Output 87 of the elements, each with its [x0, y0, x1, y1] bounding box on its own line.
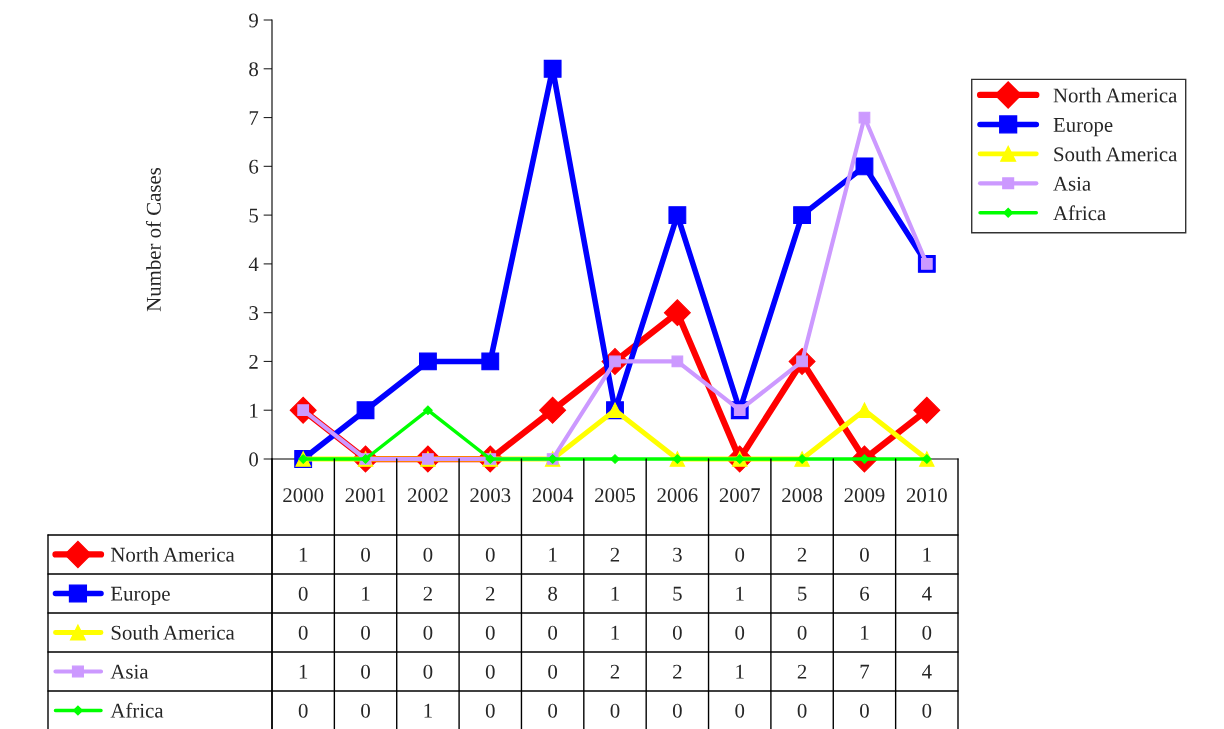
- data-label: 0: [735, 625, 745, 640]
- legend-label: South America: [111, 625, 235, 640]
- legend-label: Africa: [1053, 205, 1106, 221]
- data-label: 2: [610, 664, 620, 679]
- data-label: 1: [362, 586, 370, 601]
- data-label: 0: [361, 625, 370, 640]
- data-label: 0: [548, 664, 558, 679]
- y-tick-label: 7: [249, 111, 259, 125]
- y-tick-label: 1: [250, 403, 258, 418]
- data-label: 0: [797, 703, 807, 718]
- data-label: 2: [797, 547, 807, 562]
- legend-label: Europe: [1053, 118, 1113, 137]
- data-label: 0: [423, 664, 433, 679]
- y-tick-label: 8: [249, 62, 259, 77]
- text: Asia: [110, 664, 149, 679]
- data-label: 2: [797, 664, 807, 679]
- text: Europe: [110, 586, 170, 605]
- x-tick-label: 2006: [657, 488, 698, 503]
- data-label: 0: [485, 547, 495, 562]
- data-label: 2: [423, 586, 432, 601]
- data-label: 0: [672, 625, 682, 640]
- data-label: 0: [548, 703, 558, 718]
- data-label: 1: [549, 547, 557, 562]
- x-tick-label: 2008: [782, 488, 823, 503]
- x-tick-label: 2002: [407, 488, 448, 503]
- data-label: 1: [299, 547, 308, 562]
- data-label: 0: [922, 625, 932, 640]
- data-label: 0: [361, 703, 370, 718]
- data-label: 0: [423, 547, 433, 562]
- x-tick-label: 2010: [906, 488, 947, 503]
- x-tick-label: 2003: [470, 488, 511, 503]
- x-tick-label: 2005: [595, 488, 636, 503]
- y-axis-title: Number of Cases: [145, 167, 161, 312]
- data-label: 0: [485, 625, 495, 640]
- x-tick-label: 2001: [345, 488, 386, 503]
- data-label: 1: [923, 547, 931, 562]
- data-label: 0: [860, 703, 869, 718]
- data-label: 5: [673, 586, 682, 601]
- x-tick-label: 2009: [844, 488, 885, 503]
- data-label: 0: [361, 664, 370, 679]
- data-label: 1: [861, 625, 869, 640]
- data-label: 0: [361, 547, 370, 562]
- x-tick-label: 2004: [532, 488, 574, 503]
- text: South America: [1054, 146, 1178, 162]
- y-tick-label: 4: [248, 257, 259, 272]
- y-tick-label: 2: [249, 354, 258, 369]
- data-label: 0: [485, 703, 495, 718]
- legend-label: Asia: [1053, 176, 1091, 191]
- data-label: 0: [298, 586, 308, 601]
- data-label: 0: [735, 703, 745, 718]
- data-label: 1: [611, 586, 619, 601]
- y-tick-label: 9: [249, 13, 258, 28]
- data-label: 1: [611, 625, 619, 640]
- data-label: 0: [423, 625, 433, 640]
- y-tick-label: 5: [249, 208, 258, 223]
- data-label: 0: [672, 703, 682, 718]
- data-label: 0: [298, 625, 308, 640]
- data-label: 2: [673, 664, 682, 679]
- y-tick-label: 3: [249, 306, 258, 321]
- data-label: 8: [548, 586, 558, 601]
- y-tick-label: 0: [249, 452, 259, 467]
- data-label: 1: [424, 703, 432, 718]
- data-label: 0: [548, 625, 558, 640]
- data-label: 3: [673, 547, 682, 562]
- data-label: 1: [299, 664, 308, 679]
- data-label: 1: [736, 664, 744, 679]
- data-label: 6: [860, 586, 870, 601]
- y-tick-label: 6: [249, 159, 259, 174]
- data-label: 0: [610, 703, 620, 718]
- data-label: 0: [797, 625, 807, 640]
- data-label: 0: [485, 664, 495, 679]
- data-label: 7: [860, 664, 870, 679]
- data-label: 4: [922, 586, 932, 601]
- data-label: 0: [298, 703, 308, 718]
- x-tick-label: 2007: [719, 488, 760, 503]
- text: North America: [1053, 87, 1178, 103]
- data-label: 5: [798, 586, 807, 601]
- data-label: 2: [485, 586, 495, 601]
- data-label: 2: [610, 547, 620, 562]
- data-label: 0: [922, 703, 932, 718]
- data-label: 0: [860, 547, 869, 562]
- text: Africa: [110, 702, 164, 718]
- x-tick-label: 2000: [283, 488, 324, 503]
- data-label: 4: [922, 664, 932, 679]
- legend-label: North America: [110, 547, 235, 562]
- data-label: 0: [735, 547, 745, 562]
- data-label: 1: [736, 586, 744, 601]
